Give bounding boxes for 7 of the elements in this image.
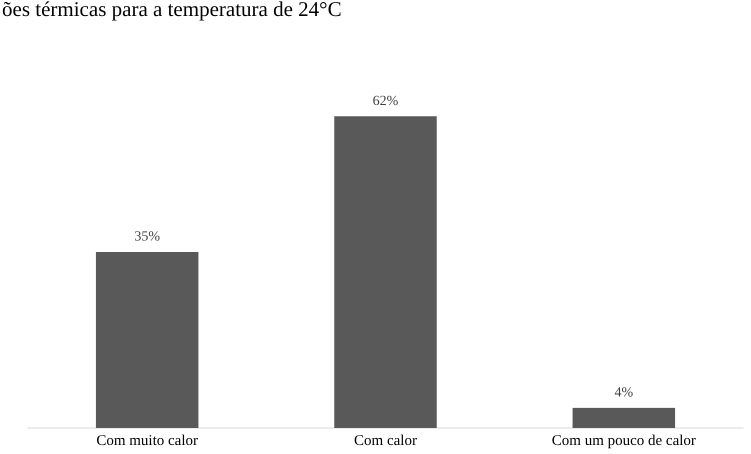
data-label: 35% (134, 230, 160, 245)
x-tick-label: Com calor (354, 432, 417, 449)
x-tick-label: Com muito calor (96, 432, 198, 449)
chart-title: ões térmicas para a temperatura de 24°C (2, 0, 342, 22)
data-label: 4% (614, 386, 634, 401)
data-label: 62% (372, 94, 399, 109)
x-tick-label: Com um pouco de calor (552, 432, 696, 449)
